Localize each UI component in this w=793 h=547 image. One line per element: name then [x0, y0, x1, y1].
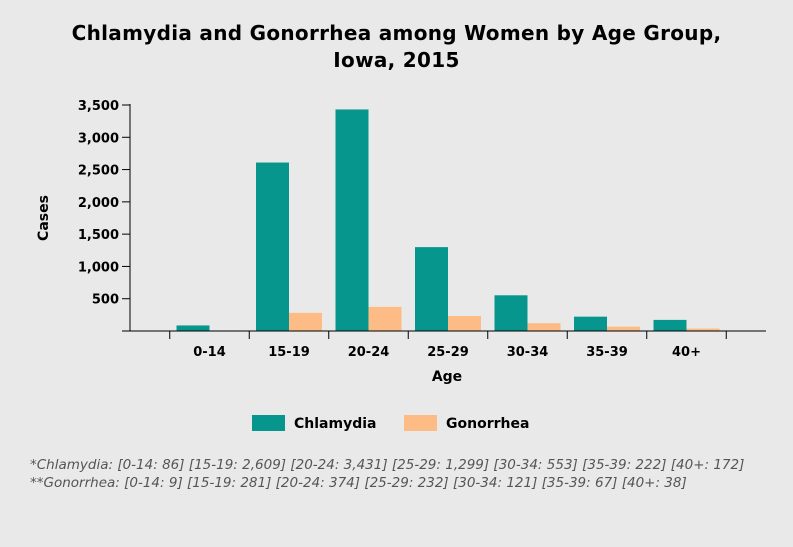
legend: Chlamydia Gonorrhea [252, 415, 529, 432]
y-tick-label: 500 [92, 293, 119, 308]
bar-gonorrhea-15-19 [289, 312, 322, 331]
y-tick-label: 2,000 [78, 196, 119, 211]
bar-chlamydia-25-29 [415, 247, 448, 331]
y-tick-label: 3,500 [78, 99, 119, 114]
legend-swatch-gonorrhea [404, 415, 437, 431]
x-tick-label: 15-19 [268, 345, 310, 360]
x-tick-label: 0-14 [193, 345, 226, 360]
x-tick-label: 35-39 [586, 345, 628, 360]
y-tick-label: 3,000 [78, 131, 119, 146]
x-tick-label: 25-29 [427, 345, 469, 360]
bar-gonorrhea-40+ [686, 328, 720, 331]
bar-chlamydia-40+ [653, 319, 687, 331]
bars [176, 109, 720, 331]
footnotes: *Chlamydia: [0-14: 86] [15-19: 2,609] [2… [30, 456, 775, 492]
chart-title: Chlamydia and Gonorrhea among Women by A… [71, 21, 722, 72]
y-axis-ticks: 3,500 3,000 2,500 2,000 1,500 1,000 500 [78, 99, 130, 308]
bar-gonorrhea-30-34 [527, 323, 561, 331]
bar-gonorrhea-25-29 [448, 316, 481, 331]
y-tick-label: 1,500 [78, 228, 119, 243]
x-tick-label: 30-34 [507, 345, 549, 360]
y-axis-label: Cases [36, 195, 52, 241]
legend-label-gonorrhea: Gonorrhea [446, 416, 529, 432]
y-tick-label: 2,500 [78, 164, 119, 179]
x-axis-ticks: 0-14 15-19 20-24 25-29 30-34 35-39 40+ [169, 331, 727, 360]
bar-chlamydia-35-39 [574, 316, 607, 331]
bar-chlamydia-30-34 [494, 295, 528, 331]
x-tick-label: 20-24 [348, 345, 390, 360]
bar-gonorrhea-20-24 [368, 306, 402, 331]
bar-chlamydia-0-14 [176, 325, 210, 331]
footnote-chlamydia: *Chlamydia: [0-14: 86] [15-19: 2,609] [2… [30, 457, 745, 473]
x-tick-label: 40+ [672, 345, 701, 360]
bar-gonorrhea-35-39 [607, 326, 640, 331]
x-axis-label: Age [432, 369, 462, 385]
legend-label-chlamydia: Chlamydia [294, 416, 376, 432]
footnote-gonorrhea: **Gonorrhea: [0-14: 9] [15-19: 281] [20-… [30, 475, 687, 491]
bar-chlamydia-20-24 [335, 109, 369, 331]
legend-swatch-chlamydia [252, 415, 285, 431]
y-tick-label: 1,000 [78, 260, 119, 275]
bar-chlamydia-15-19 [256, 162, 289, 331]
